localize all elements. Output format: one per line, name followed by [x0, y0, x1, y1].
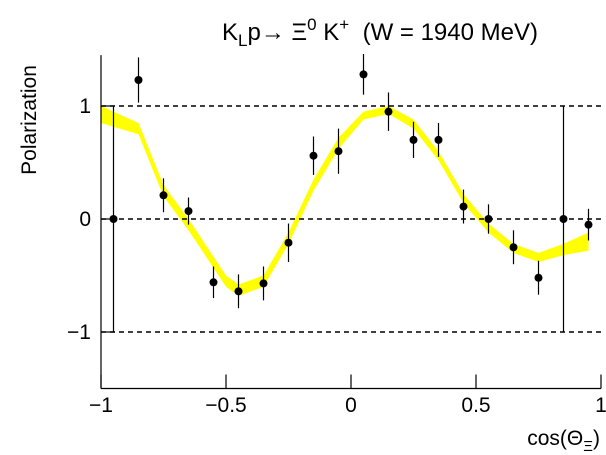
x-tick-label: 0: [345, 394, 357, 417]
y-tick-label: 1: [79, 95, 91, 118]
data-point: [284, 238, 293, 247]
data-point: [234, 287, 243, 296]
data-point: [409, 135, 418, 144]
x-label-part: ): [593, 427, 600, 450]
data-point: [334, 147, 343, 156]
data-point: [559, 215, 568, 223]
x-axis-label: cos(ΘΞ): [527, 427, 600, 455]
chart-title: KLp→ Ξ0 K+ (W = 1940 MeV): [222, 15, 538, 50]
title-part: K: [317, 19, 340, 46]
data-point: [384, 107, 393, 116]
data-point: [584, 220, 593, 229]
title-part: p→ Ξ: [248, 19, 308, 46]
data-point: [434, 135, 443, 144]
y-tick-label: 0: [79, 208, 91, 231]
x-label-part: cos(Θ: [527, 427, 583, 450]
data-point: [309, 151, 318, 160]
data-point: [484, 215, 493, 223]
y-axis-label: Polarization: [18, 65, 41, 175]
data-point: [459, 202, 468, 211]
title-part: L: [238, 31, 247, 50]
model-band: [101, 106, 589, 296]
x-tick-label: 0.5: [461, 394, 490, 417]
y-tick-label: −1: [67, 321, 91, 344]
data-point: [534, 273, 543, 282]
data-point: [259, 279, 268, 288]
data-point: [184, 207, 193, 216]
data-point: [134, 76, 143, 85]
x-tick-label: −0.5: [205, 394, 246, 417]
data-point: [359, 70, 368, 79]
title-part: (W = 1940 MeV): [349, 19, 538, 46]
data-point: [159, 191, 168, 200]
title-part: K: [222, 19, 238, 46]
title-part: 0: [307, 15, 316, 34]
title-part: +: [339, 15, 349, 34]
x-tick-label: 1: [595, 394, 606, 417]
x-tick-label: −1: [89, 394, 113, 417]
x-label-part: Ξ: [583, 438, 593, 455]
data-point: [509, 243, 518, 252]
data-point: [209, 278, 218, 287]
data-point: [109, 215, 118, 223]
